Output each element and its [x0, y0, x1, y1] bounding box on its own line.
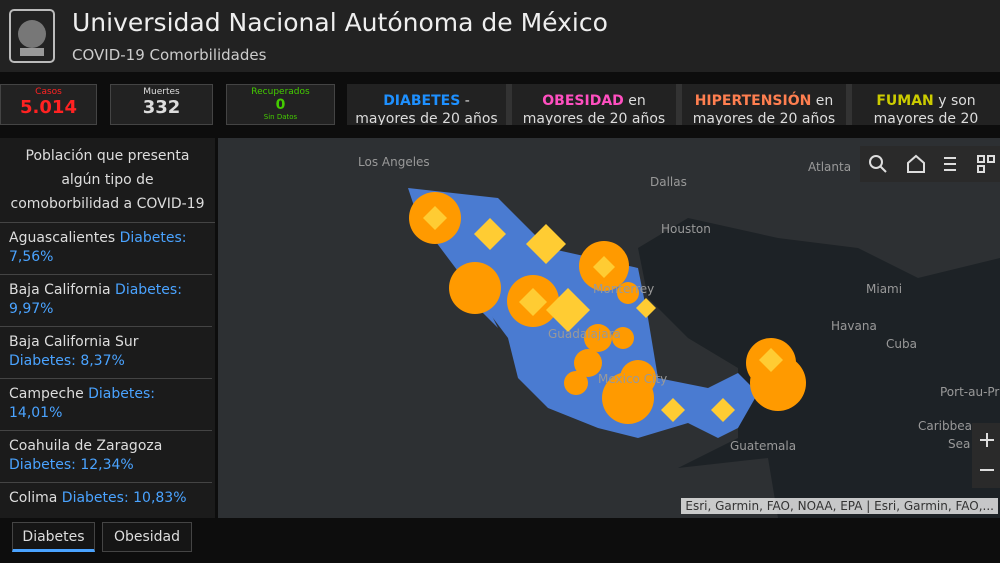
list: Aguascalientes Diabetes: 7,56% Baja Calif… — [0, 223, 215, 518]
panel-text: en — [815, 93, 834, 109]
place: Port-au-Pr — [940, 385, 999, 399]
place: Los Angeles — [358, 155, 430, 169]
list-item[interactable]: Colima Diabetes: 10,83% — [0, 483, 212, 518]
panel: FUMAN y son mayores de 20 — [852, 84, 1000, 125]
metric-value: 7,56% — [9, 249, 54, 265]
metric-label: Diabetes: — [61, 490, 129, 506]
metric-value: 12,34% — [80, 457, 134, 473]
panel-keyword: FUMAN — [876, 93, 934, 109]
panel-text: mayores de 20 años — [692, 111, 836, 125]
place: Cuba — [886, 337, 917, 351]
tab-bar: Diabetes Obesidad — [0, 518, 1000, 563]
place: Miami — [866, 282, 902, 296]
place: Houston — [661, 222, 711, 236]
place: Monterrey — [593, 282, 654, 296]
tab[interactable]: Obesidad — [102, 522, 192, 552]
list-item[interactable]: Coahuila de Zaragoza Diabetes: 12,34% — [0, 431, 212, 483]
metric-value: 8,37% — [80, 353, 125, 369]
place: Sea — [948, 437, 970, 451]
diamonds — [423, 206, 783, 422]
panel-text: - — [464, 93, 470, 109]
indicator: Muertes 332 — [110, 84, 213, 125]
indicator-label: Muertes — [143, 87, 180, 97]
list-item[interactable]: Aguascalientes Diabetes: 7,56% — [0, 223, 212, 275]
indicator-label: Recuperados — [251, 87, 310, 97]
metric-label: Diabetes: — [88, 386, 156, 402]
panel-text: mayores de 20 años — [522, 111, 666, 125]
indicator: Casos 5.014 — [0, 84, 97, 125]
place: Dallas — [650, 175, 687, 189]
indicator-value: 332 — [142, 97, 181, 118]
indicator: Recuperados 0 Sin Datos — [226, 84, 335, 125]
panel-keyword: HIPERTENSIÓN — [694, 93, 812, 109]
list-item[interactable]: Baja California Sur Diabetes: 8,37% — [0, 327, 212, 379]
metric-value: 14,01% — [9, 405, 63, 421]
title: Universidad Nacional Autónoma de México — [72, 8, 608, 37]
zoom-control[interactable] — [972, 423, 1000, 488]
panel-text: mayores de 20 — [873, 111, 979, 125]
place: Havana — [831, 319, 877, 333]
panel: DIABETES - mayores de 20 años — [347, 84, 512, 125]
map-toolbar — [860, 146, 1000, 182]
panel-keyword: OBESIDAD — [542, 93, 624, 109]
list-panel: Población que presenta algún tipo de com… — [0, 138, 215, 518]
place: Caribbean — [918, 419, 980, 433]
panel: HIPERTENSIÓN en mayores de 20 años — [682, 84, 852, 125]
indicator-value: 0 — [275, 97, 286, 113]
list-item[interactable]: Baja California Diabetes: 9,97% — [0, 275, 212, 327]
place: Mexico City — [598, 372, 667, 386]
metric-label: Diabetes: — [9, 353, 76, 369]
list-title: Población que presenta algún tipo de com… — [0, 138, 215, 223]
markers — [409, 192, 806, 424]
panel: OBESIDAD en mayores de 20 años — [512, 84, 682, 125]
logo — [9, 9, 55, 63]
place: Guadalajara — [548, 327, 621, 341]
toolbar-icons[interactable] — [869, 154, 995, 173]
indicator-label: Casos — [35, 87, 62, 97]
map-canvas: Los Angeles Dallas Houston Atlanta Miami… — [218, 138, 1000, 518]
place: Guatemala — [730, 439, 796, 453]
place: Atlanta — [808, 160, 851, 174]
state-name: Coahuila de Zaragoza — [9, 438, 163, 454]
panel-text: y son — [938, 93, 976, 109]
state-name: Colima — [9, 490, 58, 506]
panel-text: en — [628, 93, 646, 109]
panel-text: mayores de 20 años — [355, 111, 498, 125]
metric-value: 9,97% — [9, 301, 54, 317]
metric-label: Diabetes: — [119, 230, 187, 246]
tab[interactable]: Diabetes — [12, 522, 95, 552]
state-name: Baja California Sur — [9, 334, 139, 350]
subtitle: COVID-19 Comorbilidades — [72, 46, 267, 64]
zoom-icons — [980, 433, 994, 471]
panel-keyword: DIABETES — [383, 93, 461, 109]
indicator-note: Sin Datos — [263, 113, 298, 121]
metric-label: Diabetes: — [9, 457, 76, 473]
attribution: Esri, Garmin, FAO, NOAA, EPA | Esri, Gar… — [681, 498, 998, 514]
state-name: Aguascalientes — [9, 230, 116, 246]
header: Universidad Nacional Autónoma de México … — [0, 0, 1000, 72]
map[interactable]: Los Angeles Dallas Houston Atlanta Miami… — [218, 138, 1000, 518]
metric-label: Diabetes: — [115, 282, 182, 298]
metric-value: 10,83% — [133, 490, 187, 506]
indicator-value: 5.014 — [20, 97, 77, 118]
state-name: Baja California — [9, 282, 111, 298]
list-item[interactable]: Campeche Diabetes: 14,01% — [0, 379, 212, 431]
state-name: Campeche — [9, 386, 84, 402]
